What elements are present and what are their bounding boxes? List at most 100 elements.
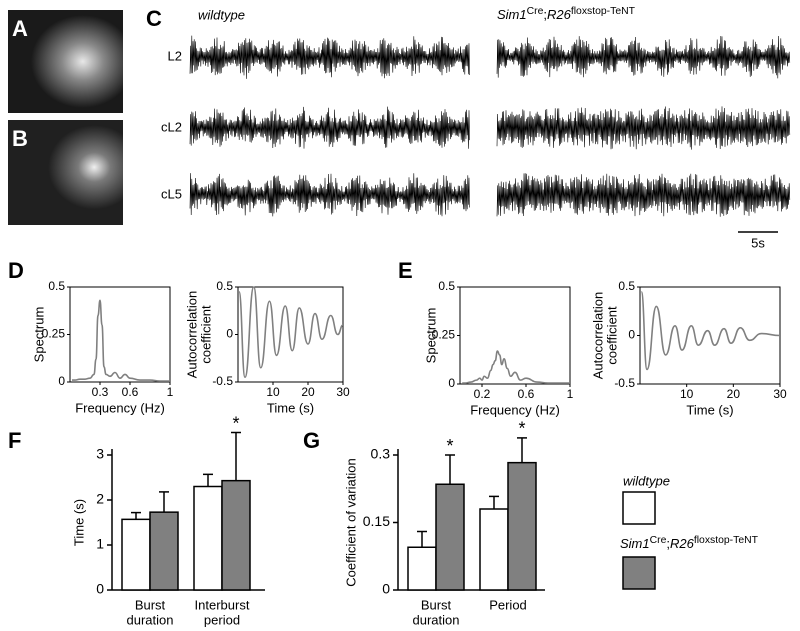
y-axis-label: Spectrum: [31, 307, 46, 363]
bar: [121, 518, 151, 591]
genotype-part: R26: [547, 7, 572, 22]
genotype-part: Cre: [527, 6, 544, 17]
y-tick-label: -0.5: [614, 376, 635, 390]
x-tick-label: 1: [167, 385, 174, 399]
y-tick-label: 0.5: [618, 279, 635, 293]
genotype-part: ;: [666, 536, 670, 551]
significance-marker: *: [446, 436, 453, 456]
micrograph-b: [8, 120, 123, 225]
plot-frame: [69, 286, 171, 383]
trace: [189, 35, 470, 79]
data-line: [462, 350, 570, 384]
trace: [496, 106, 791, 150]
trace-row-label: L2: [168, 48, 182, 63]
x-tick-label: 10: [266, 385, 280, 399]
plot-frame: [237, 286, 344, 383]
panel-label: B: [12, 126, 28, 151]
legend-swatch: [622, 491, 656, 525]
genotype-part: floxstop-TeNT: [571, 6, 636, 17]
panel-label: G: [303, 428, 320, 453]
micrograph-a: [8, 10, 123, 113]
y-axis-label: Coefficient of variation: [343, 458, 358, 586]
x-tick-label: 10: [680, 387, 694, 401]
x-tick-label: 20: [301, 385, 315, 399]
genotype-part: ;: [543, 7, 547, 22]
data-line: [72, 299, 170, 382]
bar: [221, 479, 251, 591]
legend-label: wildtype: [623, 473, 670, 488]
plot-frame: [459, 286, 571, 385]
y-tick-label: 0.5: [216, 279, 233, 293]
genotype-part: Sim1: [497, 7, 527, 22]
trace: [496, 35, 791, 79]
y-tick-label: 0: [58, 374, 65, 388]
y-tick-label: 0.5: [48, 279, 65, 293]
x-tick-label: Interburst: [195, 597, 250, 612]
x-tick-label: 1: [567, 387, 574, 401]
x-tick-label: 0.6: [518, 387, 535, 401]
y-axis-label: Time (s): [71, 499, 86, 546]
bar: [435, 483, 465, 591]
y-axis-label: Autocorrelation: [184, 291, 199, 378]
x-tick-label: 30: [773, 387, 787, 401]
y-axis-label: Autocorrelation: [590, 292, 605, 379]
x-tick-label: 20: [727, 387, 741, 401]
panel-label: F: [8, 428, 21, 453]
x-axis-label: Frequency (Hz): [75, 400, 165, 415]
data-line: [238, 286, 344, 379]
x-tick-label: Burst: [135, 597, 166, 612]
x-axis-label: Frequency (Hz): [470, 402, 560, 417]
y-tick-label: 0: [628, 328, 635, 342]
y-tick-label: 0.3: [371, 446, 391, 462]
scale-bar-label: 5s: [751, 235, 765, 250]
y-tick-label: 0: [448, 376, 455, 390]
genotype-label: Sim1Cre;R26floxstop-TeNT: [620, 535, 759, 552]
y-tick-label: 0: [382, 581, 390, 597]
data-line: [640, 291, 781, 371]
y-tick-label: 1: [96, 536, 104, 552]
trace-row-label: cL2: [161, 119, 182, 134]
panel-label: D: [8, 258, 24, 283]
x-axis-label: Time (s): [686, 402, 733, 417]
y-tick-label: 0.25: [42, 327, 66, 341]
x-tick-label: 0.2: [474, 387, 491, 401]
bar: [193, 485, 223, 591]
significance-marker: *: [232, 413, 239, 433]
trace-row-label: cL5: [161, 186, 182, 201]
y-tick-label: 2: [96, 491, 104, 507]
trace: [189, 173, 470, 217]
bar: [479, 508, 509, 591]
legend-swatch: [622, 556, 656, 590]
y-axis-label: coefficient: [198, 305, 213, 364]
genotype-part: Cre: [650, 535, 667, 546]
panel-label: A: [12, 16, 28, 41]
trace: [496, 173, 791, 217]
bar: [149, 511, 179, 591]
x-tick-label: Burst: [421, 597, 452, 612]
x-tick-label: 0.6: [122, 385, 139, 399]
x-axis-label: Time (s): [267, 400, 314, 415]
condition-label: wildtype: [198, 7, 245, 22]
x-tick-label: 30: [336, 385, 350, 399]
x-tick-label: duration: [127, 612, 174, 627]
x-tick-label: duration: [413, 612, 460, 627]
y-axis-label: Spectrum: [423, 308, 438, 364]
genotype-part: Sim1: [620, 536, 650, 551]
genotype-part: floxstop-TeNT: [694, 535, 759, 546]
trace: [189, 106, 470, 149]
y-tick-label: 0.15: [363, 513, 390, 529]
genotype-label: Sim1Cre;R26floxstop-TeNT: [497, 6, 636, 23]
y-tick-label: 0.5: [438, 279, 455, 293]
y-tick-label: 0: [226, 327, 233, 341]
y-tick-label: 3: [96, 446, 104, 462]
panel-label: E: [398, 258, 413, 283]
y-axis-label: coefficient: [604, 306, 619, 365]
significance-marker: *: [518, 419, 525, 439]
y-tick-label: -0.5: [212, 374, 233, 388]
bar: [507, 461, 537, 591]
bar: [407, 546, 437, 591]
y-tick-label: 0: [96, 581, 104, 597]
genotype-part: R26: [670, 536, 695, 551]
x-tick-label: Period: [489, 597, 527, 612]
